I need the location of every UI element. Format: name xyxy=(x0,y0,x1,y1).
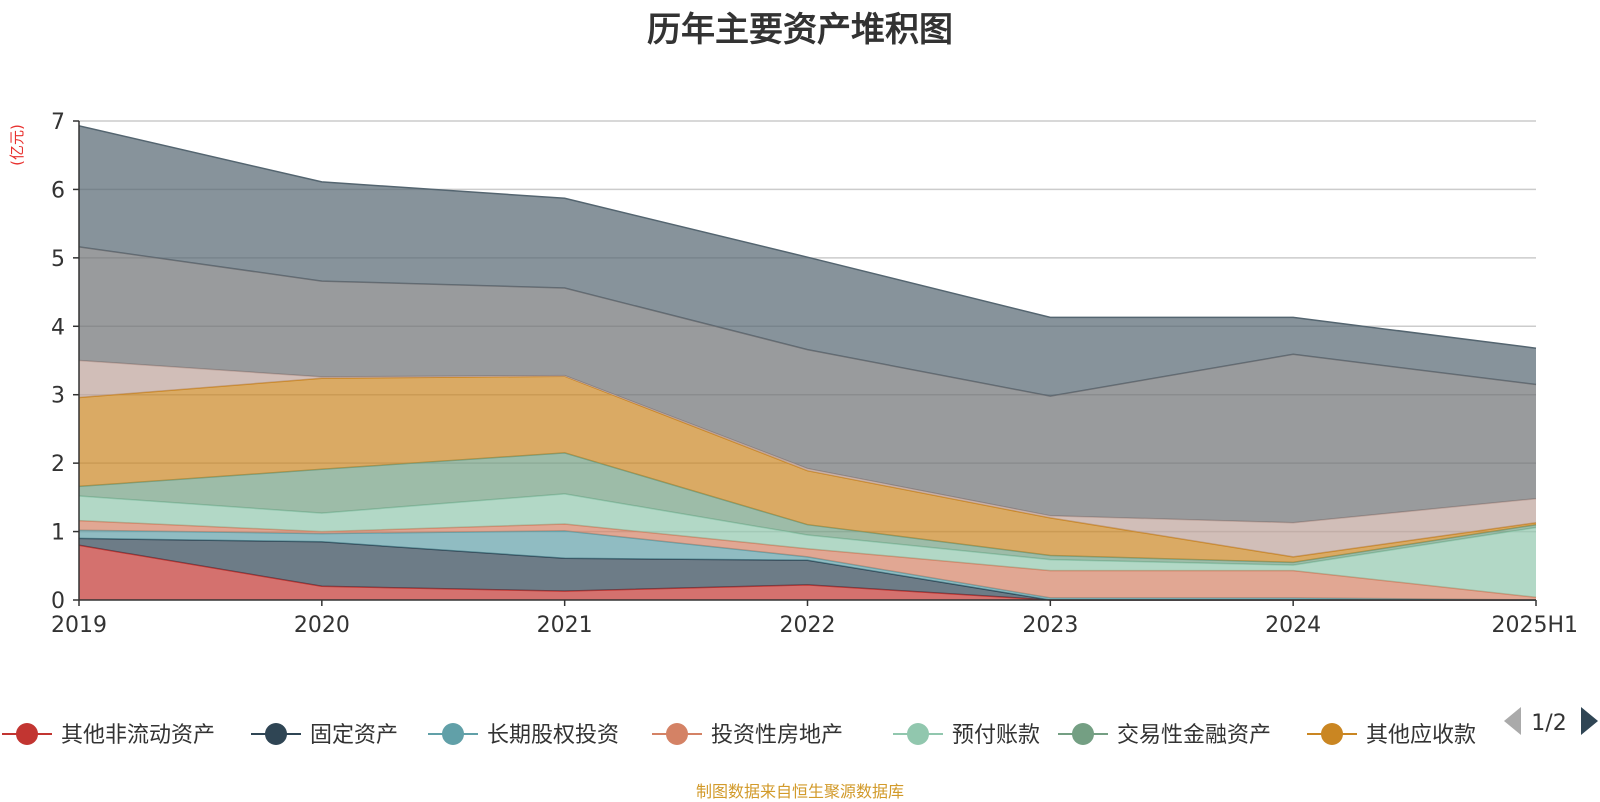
legend-circle-marker xyxy=(265,723,287,745)
x-tick-label: 2019 xyxy=(51,613,107,638)
y-tick-label: 4 xyxy=(51,315,65,340)
x-tick-label: 2022 xyxy=(780,613,836,638)
area-series-3[interactable] xyxy=(79,530,1536,600)
area-series-5[interactable] xyxy=(79,493,1536,598)
area-line-series-10 xyxy=(78,125,1537,349)
legend-circle-marker xyxy=(16,723,38,745)
y-tick-label: 1 xyxy=(51,521,65,546)
legend-item-3[interactable]: 长期股权投资 xyxy=(428,723,619,748)
x-tick-label: 2021 xyxy=(537,613,593,638)
x-tick-label: 2023 xyxy=(1022,613,1078,638)
legend-item-7[interactable]: 其他应收款 xyxy=(1307,723,1476,748)
area-series-7[interactable] xyxy=(79,376,1536,563)
legend-next-page-icon[interactable] xyxy=(1581,707,1598,735)
legend-label: 投资性房地产 xyxy=(711,723,843,748)
legend-item-5[interactable]: 预付账款 xyxy=(893,723,1040,748)
y-tick-label: 5 xyxy=(51,247,65,272)
legend-label: 长期股权投资 xyxy=(487,723,619,748)
legend-prev-page-icon[interactable] xyxy=(1504,707,1521,735)
y-tick-label: 6 xyxy=(51,178,65,203)
legend-item-4[interactable]: 投资性房地产 xyxy=(652,723,843,748)
y-tick-label: 2 xyxy=(51,452,65,477)
legend-item-6[interactable]: 交易性金融资产 xyxy=(1058,723,1271,748)
legend-item-2[interactable]: 固定资产 xyxy=(251,723,398,748)
x-tick-label: 2024 xyxy=(1265,613,1321,638)
area-series-1[interactable] xyxy=(79,545,1536,600)
area-series-4[interactable] xyxy=(79,520,1536,600)
y-tick-label: 3 xyxy=(51,384,65,409)
legend-item-1[interactable]: 其他非流动资产 xyxy=(2,723,215,748)
y-tick-label: 7 xyxy=(51,110,65,135)
area-series-2[interactable] xyxy=(79,538,1536,600)
legend-circle-marker xyxy=(1072,723,1094,745)
legend-label: 交易性金融资产 xyxy=(1117,723,1271,748)
area-series-10[interactable] xyxy=(79,125,1536,397)
legend-label: 预付账款 xyxy=(952,723,1040,748)
x-tick-label: 2020 xyxy=(294,613,350,638)
legend-label: 其他应收款 xyxy=(1366,723,1476,748)
axis-layer: 0 1 2 3 4 5 6 7 2019 2020 2021 2022 2023 2024 2025H1 xyxy=(51,110,1578,638)
legend-pager[interactable]: 1/2 xyxy=(1504,707,1598,736)
legend-circle-marker xyxy=(666,723,688,745)
area-layer xyxy=(78,125,1537,601)
y-axis-unit-label: (亿元) xyxy=(8,124,26,166)
legend-circle-marker xyxy=(1321,723,1343,745)
y-tick-label: 0 xyxy=(51,589,65,614)
legend-label: 其他非流动资产 xyxy=(61,723,215,748)
area-series-6[interactable] xyxy=(79,452,1536,566)
legend-label: 固定资产 xyxy=(310,723,398,748)
area-series-8[interactable] xyxy=(79,360,1536,557)
area-series-9[interactable] xyxy=(79,246,1536,523)
legend-circle-marker xyxy=(907,723,929,745)
legend-page-indicator: 1/2 xyxy=(1531,711,1566,736)
chart-title: 历年主要资产堆积图 xyxy=(647,10,953,50)
x-tick-label: 2025H1 xyxy=(1491,613,1578,638)
source-note: 制图数据来自恒生聚源数据库 xyxy=(695,782,904,801)
legend[interactable]: 其他非流动资产 固定资产 长期股权投资 投资性房地产 预付账款 交易性金融资产 其他应收款 xyxy=(2,723,1476,748)
legend-circle-marker xyxy=(442,723,464,745)
